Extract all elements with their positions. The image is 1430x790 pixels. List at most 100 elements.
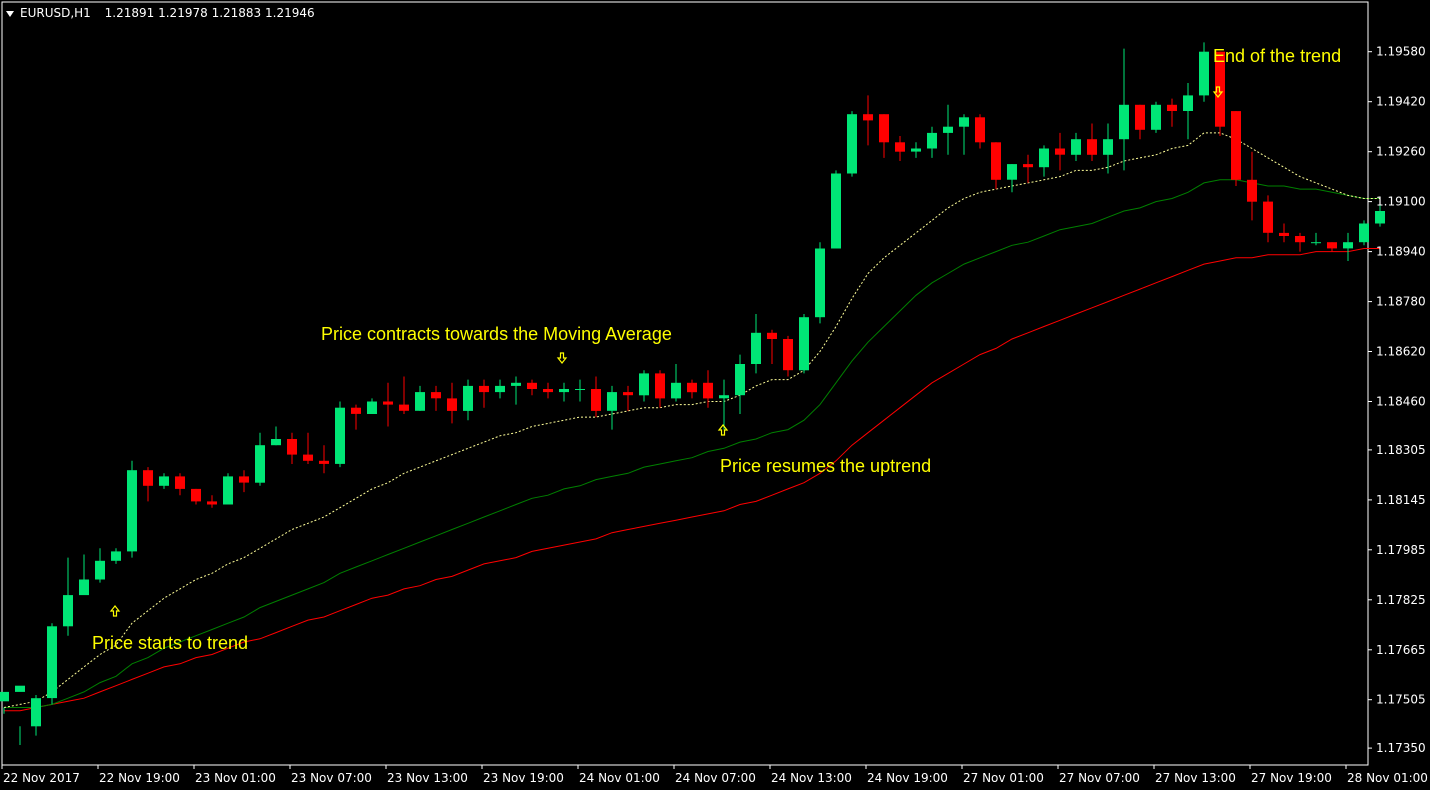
candle: [607, 385, 617, 430]
candle-body: [287, 439, 297, 455]
candle: [991, 142, 1001, 190]
candle: [799, 314, 809, 374]
price-axis[interactable]: 1.19580 1.19420 1.19260 1.19100 1.18940 1.187…: [1368, 45, 1426, 755]
candle-body: [1023, 164, 1033, 168]
candle-body: [895, 142, 905, 152]
candle: [1071, 132, 1081, 161]
candle: [911, 142, 921, 158]
candle: [1375, 204, 1385, 227]
candle-body: [1231, 111, 1241, 180]
candle: [719, 379, 729, 430]
candle: [975, 114, 985, 149]
candle: [31, 695, 41, 736]
candle-body: [431, 392, 441, 399]
y-tick-label: 1.18780: [1376, 295, 1426, 309]
candle: [575, 379, 585, 402]
x-tick-label: 27 Nov 01:00: [963, 771, 1044, 785]
open-price: 1.21891: [104, 6, 155, 20]
candle: [959, 114, 969, 155]
candle-body: [1071, 139, 1081, 155]
symbol-header: EURUSD,H1 1.21891 1.21978 1.21883 1.2194…: [6, 6, 315, 20]
candle-body: [655, 373, 665, 399]
candle: [367, 398, 377, 414]
x-tick-label: 23 Nov 19:00: [483, 771, 564, 785]
candle-body: [767, 332, 777, 339]
candle-body: [1135, 104, 1145, 130]
candle-body: [479, 385, 489, 393]
y-tick-label: 1.17665: [1376, 643, 1426, 657]
candle: [351, 404, 361, 430]
candle: [831, 170, 841, 249]
arrow-up-icon: [717, 424, 729, 436]
candle: [815, 242, 825, 324]
y-tick-label: 1.18305: [1376, 443, 1426, 457]
time-axis[interactable]: 22 Nov 2017 22 Nov 19:00 23 Nov 01:00 23 No…: [1, 765, 1428, 785]
candle-body: [559, 389, 569, 393]
candle: [1087, 123, 1097, 161]
candle-body: [1359, 223, 1369, 243]
y-tick-label: 1.17505: [1376, 693, 1426, 707]
candle: [767, 329, 777, 364]
candle: [175, 473, 185, 496]
y-tick-label: 1.17350: [1376, 741, 1426, 755]
candle: [207, 495, 217, 508]
x-tick-label: 24 Nov 07:00: [675, 771, 756, 785]
candle-body: [1183, 95, 1193, 111]
candle-body: [1119, 104, 1129, 140]
candle: [1183, 83, 1193, 140]
candle: [847, 111, 857, 177]
candle-body: [735, 364, 745, 396]
candle: [383, 382, 393, 427]
candle: [271, 426, 281, 446]
candle: [751, 314, 761, 374]
candle-body: [527, 382, 537, 389]
candle: [159, 473, 169, 489]
candle-body: [447, 398, 457, 411]
candle: [511, 376, 521, 405]
candle-body: [511, 382, 521, 386]
candle-body: [975, 117, 985, 143]
y-tick-label: 1.19580: [1376, 45, 1426, 59]
candle: [255, 432, 265, 486]
candle: [927, 126, 937, 158]
candle: [1135, 104, 1145, 140]
y-tick-label: 1.19100: [1376, 195, 1426, 209]
close-price: 1.21946: [265, 6, 315, 20]
candle: [399, 376, 409, 414]
annotation-contraction: Price contracts towards the Moving Avera…: [321, 324, 672, 344]
candle-body: [239, 476, 249, 483]
candle-body: [575, 389, 585, 390]
x-tick-label: 24 Nov 19:00: [867, 771, 948, 785]
candle-body: [719, 395, 729, 399]
candle-body: [335, 407, 345, 464]
candle: [127, 460, 137, 558]
candle-body: [591, 389, 601, 411]
x-tick-label: 27 Nov 13:00: [1155, 771, 1236, 785]
candle-body: [815, 248, 825, 318]
candle: [687, 379, 697, 399]
candle: [431, 385, 441, 411]
candle: [1151, 101, 1161, 133]
candle: [895, 136, 905, 161]
candle-body: [95, 560, 105, 580]
candle: [111, 548, 121, 564]
candle: [1055, 132, 1065, 171]
symbol-label: EURUSD,H1: [20, 6, 91, 20]
candle-body: [1087, 139, 1097, 155]
candle: [0, 691, 9, 714]
candle: [463, 379, 473, 421]
candle-body: [207, 501, 217, 505]
y-tick-label: 1.18940: [1376, 245, 1426, 259]
candle-body: [223, 476, 233, 505]
candle: [943, 104, 953, 155]
candle: [703, 370, 713, 408]
dropdown-triangle-icon[interactable]: [6, 10, 14, 17]
candle-body: [943, 126, 953, 133]
candle: [639, 370, 649, 402]
candle-body: [367, 401, 377, 414]
x-tick-label: 24 Nov 13:00: [771, 771, 852, 785]
candle: [527, 379, 537, 396]
annotations: Price starts to trend Price contracts to…: [92, 46, 1341, 653]
